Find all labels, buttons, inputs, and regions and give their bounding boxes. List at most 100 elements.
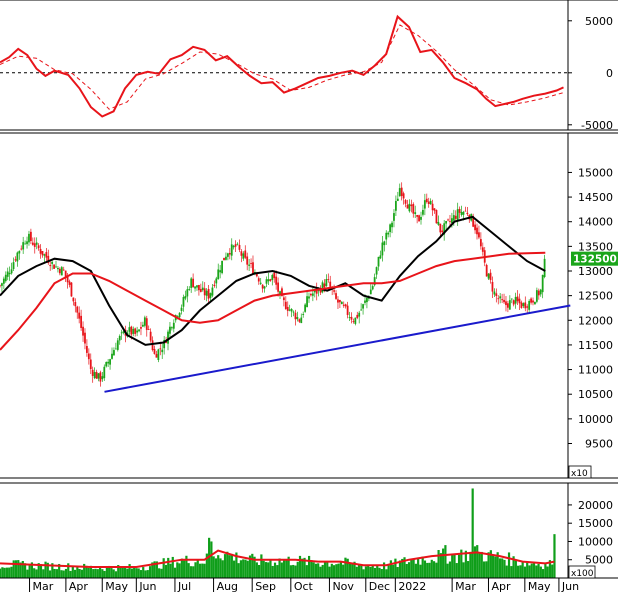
- candle-body: [26, 241, 28, 245]
- volume-bar: [55, 569, 58, 578]
- candle-body: [217, 269, 220, 280]
- candle-body: [369, 289, 372, 295]
- volume-y-tick-label: 5000: [585, 554, 613, 567]
- volume-bar: [292, 564, 295, 578]
- candle-body: [420, 216, 422, 220]
- candle-body: [10, 269, 13, 274]
- candle-body: [418, 215, 420, 222]
- volume-bar: [60, 570, 63, 578]
- candle-body: [267, 279, 270, 282]
- candle-body: [408, 203, 411, 212]
- volume-bar: [326, 561, 329, 578]
- volume-bar: [258, 564, 261, 578]
- volume-bar: [78, 568, 81, 578]
- volume-bar: [171, 556, 174, 578]
- volume-bar: [414, 563, 417, 578]
- candle-body: [209, 293, 212, 298]
- volume-bar: [323, 562, 327, 578]
- candle-body: [84, 332, 86, 344]
- volume-bar: [457, 554, 461, 578]
- volume-bar: [289, 565, 293, 578]
- candle-body: [534, 301, 536, 305]
- volume-bar: [530, 563, 533, 578]
- volume-bar: [444, 545, 447, 578]
- candle-body: [478, 232, 480, 238]
- candle-body: [118, 335, 121, 341]
- candle-body: [72, 297, 75, 302]
- volume-bar: [398, 560, 402, 578]
- candle-body: [155, 354, 158, 358]
- candle-body: [176, 316, 179, 318]
- candle-body: [342, 304, 345, 306]
- candle-body: [244, 250, 247, 258]
- candle-body: [541, 274, 544, 293]
- candle-body: [4, 274, 7, 282]
- volume-bar: [114, 571, 118, 578]
- volume-bar: [476, 545, 479, 578]
- volume-bar: [494, 556, 497, 578]
- volume-bar: [307, 555, 311, 578]
- candle-body: [537, 290, 540, 296]
- candle-body: [252, 262, 254, 274]
- candle-body: [99, 372, 102, 382]
- volume-bar: [21, 561, 24, 578]
- volume-bar: [119, 566, 122, 578]
- volume-bar: [314, 563, 318, 578]
- volume-bar: [369, 566, 372, 578]
- candle-body: [416, 215, 419, 217]
- candle-body: [16, 252, 19, 262]
- price-scale-label: x10: [571, 469, 588, 479]
- volume-bar: [89, 565, 93, 578]
- candle-body: [323, 283, 326, 288]
- volume-bar: [442, 548, 445, 578]
- volume-bar: [503, 559, 506, 578]
- volume-bar: [376, 565, 379, 578]
- candle-body: [290, 308, 293, 312]
- volume-bar: [328, 566, 331, 578]
- candle-body: [198, 285, 200, 291]
- candle-body: [86, 346, 88, 353]
- oscillator-y-tick-label: -5000: [581, 119, 613, 132]
- volume-bar: [262, 560, 265, 578]
- candle-body: [530, 298, 532, 303]
- candle-body: [259, 282, 262, 284]
- candle-body: [265, 279, 268, 284]
- candle-body: [261, 284, 264, 289]
- volume-bar: [528, 565, 531, 578]
- volume-bar: [260, 554, 263, 578]
- volume-bar: [103, 570, 106, 578]
- candle-body: [404, 200, 407, 204]
- price-y-tick-label: 13000: [578, 265, 613, 278]
- volume-bar: [287, 556, 290, 578]
- price-y-tick-label: 14000: [578, 216, 613, 229]
- volume-bar: [505, 565, 508, 578]
- volume-bar: [480, 551, 483, 578]
- x-tick-label: Jun: [561, 580, 579, 592]
- volume-bar: [344, 557, 347, 578]
- candle-body: [31, 242, 34, 245]
- candle-body: [43, 254, 46, 256]
- candle-body: [358, 312, 361, 317]
- moving-average-black: [0, 215, 546, 346]
- candle-body: [431, 203, 434, 211]
- candle-body: [213, 284, 216, 287]
- candle-body: [107, 361, 110, 364]
- candle-body: [190, 278, 193, 288]
- candle-body: [508, 300, 511, 310]
- candle-body: [6, 271, 9, 277]
- volume-bar: [467, 561, 470, 578]
- candle-body: [271, 274, 274, 280]
- candle-body: [246, 256, 249, 265]
- candle-body: [329, 281, 332, 287]
- candle-body: [151, 340, 154, 350]
- candle-body: [178, 312, 181, 318]
- candle-body: [396, 198, 399, 201]
- x-tick-label: Mar: [455, 580, 476, 592]
- candle-body: [505, 301, 507, 306]
- candle-body: [433, 208, 436, 211]
- candle-body: [186, 289, 189, 297]
- candle-body: [371, 286, 374, 290]
- volume-bar: [453, 554, 456, 578]
- candle-body: [57, 267, 59, 270]
- price-y-tick-label: 14500: [578, 191, 613, 204]
